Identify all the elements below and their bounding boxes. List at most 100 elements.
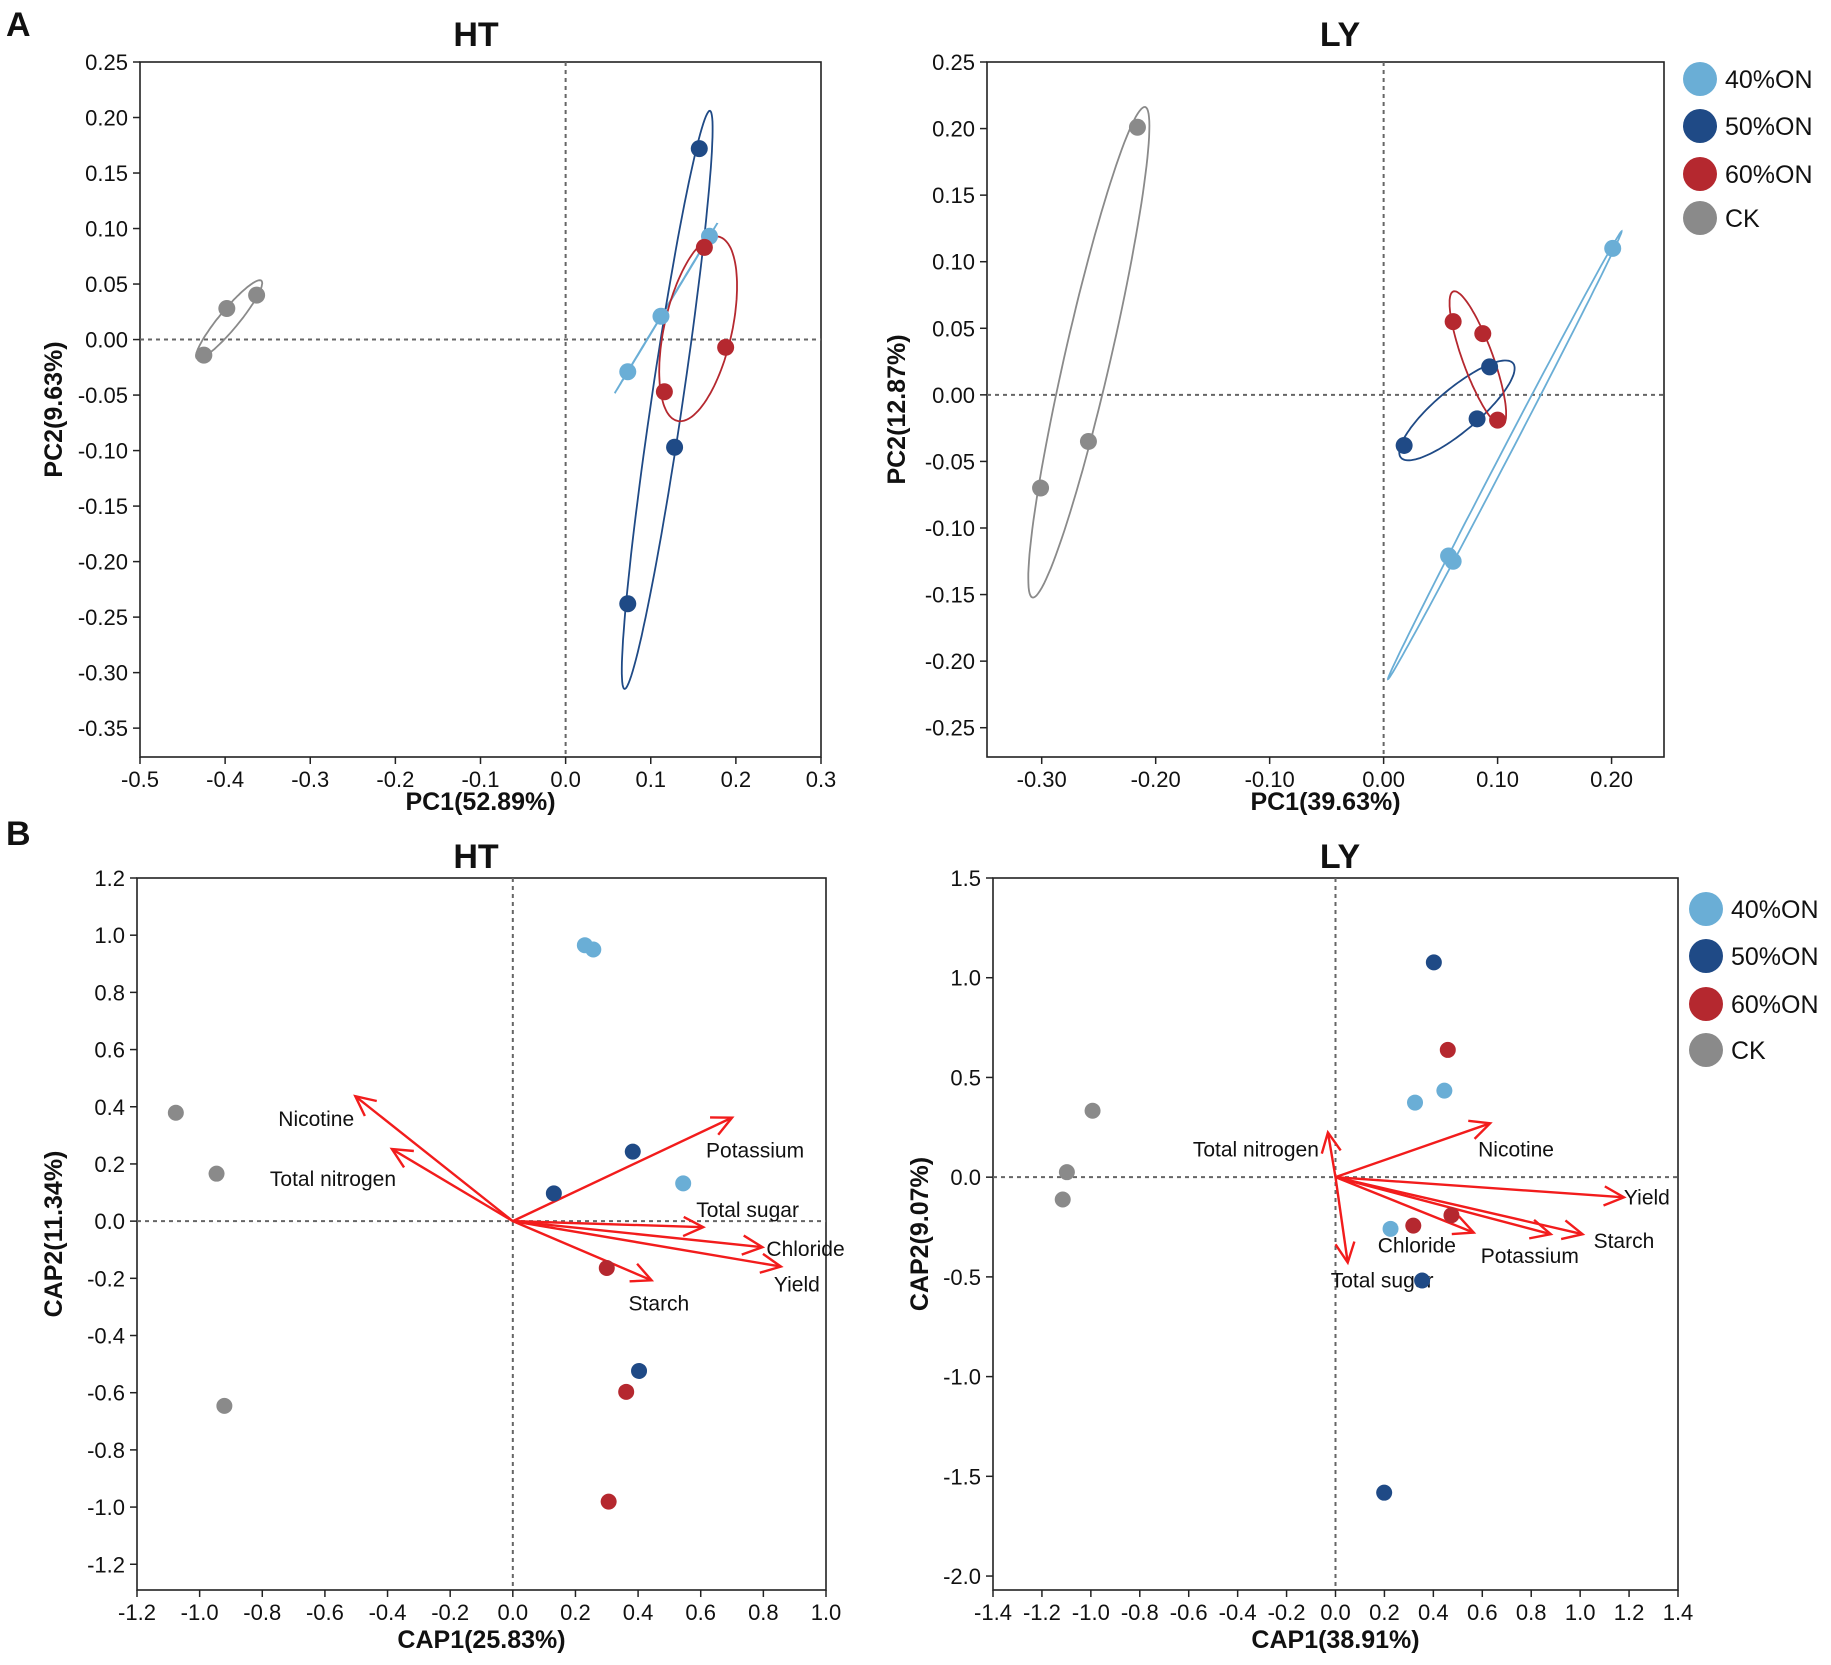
y-tick-label: 1.0	[950, 966, 981, 991]
legend-marker	[1683, 109, 1717, 143]
y-tick-label: -0.35	[78, 716, 128, 741]
x-tick-label: 0.20	[1590, 767, 1633, 792]
y-tick-label: 0.05	[85, 272, 128, 297]
data-point-60on	[717, 338, 735, 356]
x-tick-label: -0.3	[291, 767, 329, 792]
data-point-50on	[1425, 954, 1442, 971]
data-point-ck	[1058, 1164, 1075, 1181]
panel-letter-b: B	[6, 815, 31, 853]
vector-label: Total sugar	[1331, 1270, 1434, 1293]
y-tick-label: -1.2	[87, 1552, 125, 1577]
arrowhead	[682, 1215, 706, 1238]
y-tick-label: 0.15	[932, 183, 975, 208]
y-tick-label: -0.4	[87, 1324, 125, 1349]
data-point-ck	[167, 1104, 184, 1121]
arrowhead	[741, 1234, 766, 1256]
vector-label: Potassium	[706, 1140, 804, 1163]
chart-title: LY	[1320, 16, 1361, 54]
y-tick-label: -0.5	[943, 1265, 981, 1290]
plot-frame	[136, 877, 827, 1591]
data-point-60on	[1443, 1207, 1460, 1224]
x-tick-label: 0.10	[1476, 767, 1519, 792]
loading-arrow	[512, 1220, 653, 1282]
arrowhead	[710, 1116, 735, 1136]
y-tick-label: 0.20	[85, 106, 128, 131]
data-point-40on	[652, 307, 670, 325]
y-axis-label: PC2(12.87%)	[883, 334, 911, 484]
legend-label: 60%ON	[1731, 991, 1819, 1019]
y-tick-label: -1.0	[943, 1365, 981, 1390]
y-tick-label: -1.5	[943, 1464, 981, 1489]
data-point-60on	[1405, 1217, 1422, 1234]
data-point-50on	[1468, 410, 1486, 428]
legend-marker	[1689, 939, 1723, 973]
data-point-40on	[1382, 1220, 1399, 1237]
chart-panel-a-ly: LY -0.30 -0.20 -0.10 0.00 0.10 0.20 0.25 0.20 0.1…	[883, 16, 1813, 816]
data-point-50on	[1414, 1272, 1431, 1289]
data-point-ck	[1032, 479, 1050, 497]
data-point-ck	[248, 286, 266, 304]
chart-title: HT	[453, 16, 499, 54]
data-point-ck	[1079, 432, 1097, 450]
y-tick-label: -0.6	[87, 1381, 125, 1406]
plot-frame	[986, 61, 1665, 758]
y-tick-label: -0.10	[925, 516, 975, 541]
vector-label: Chloride	[1378, 1235, 1456, 1258]
x-tick-label: -0.1	[462, 767, 500, 792]
y-tick-label: 0.00	[85, 328, 128, 353]
legend-label: 40%ON	[1725, 66, 1813, 94]
x-tick-label: 0.3	[806, 767, 837, 792]
confidence-ellipse-40on	[613, 222, 719, 394]
y-tick-label: 0.0	[950, 1165, 981, 1190]
y-tick-label: 0.05	[932, 316, 975, 341]
x-tick-label: -0.20	[1131, 767, 1181, 792]
y-tick-label: -0.2	[87, 1266, 125, 1291]
data-point-60on	[600, 1493, 617, 1510]
legend-label: 50%ON	[1731, 943, 1819, 971]
data-point-60on	[1474, 325, 1492, 343]
data-point-50on	[619, 595, 637, 613]
vector-label: Chloride	[766, 1238, 844, 1261]
y-tick-label: 0.4	[94, 1095, 125, 1120]
legend-marker	[1683, 157, 1717, 191]
y-tick-label: 1.2	[94, 866, 125, 891]
y-tick-label: 1.0	[94, 923, 125, 948]
loading-arrow	[512, 1219, 704, 1229]
x-tick-label: -0.8	[1121, 1600, 1159, 1625]
x-tick-label: -0.2	[431, 1600, 469, 1625]
legend-label: 50%ON	[1725, 113, 1813, 141]
y-tick-label: -0.05	[78, 383, 128, 408]
y-tick-label: -0.15	[78, 494, 128, 519]
x-tick-label: 0.2	[721, 767, 752, 792]
x-tick-label: -0.6	[1170, 1600, 1208, 1625]
data-point-50on	[1481, 358, 1499, 376]
vector-label: Starch	[629, 1292, 690, 1315]
vector-label: Yield	[1624, 1186, 1670, 1209]
legend-marker	[1689, 987, 1723, 1021]
arrowhead	[353, 1094, 378, 1117]
legend-label: 60%ON	[1725, 161, 1813, 189]
confidence-ellipse-40on	[1387, 229, 1623, 681]
x-tick-label: -0.4	[1219, 1600, 1257, 1625]
loading-arrow	[1335, 1175, 1625, 1199]
x-tick-label: 1.0	[811, 1600, 842, 1625]
data-point-ck	[1054, 1191, 1071, 1208]
arrowhead	[1603, 1185, 1627, 1207]
y-tick-label: 0.10	[932, 250, 975, 275]
x-tick-label: 0.8	[748, 1600, 779, 1625]
x-tick-label: 1.0	[1565, 1600, 1596, 1625]
arrowhead	[759, 1252, 784, 1274]
y-tick-label: -0.20	[78, 550, 128, 575]
x-axis-label: CAP1(25.83%)	[397, 1626, 565, 1654]
loading-arrow	[1334, 1176, 1349, 1263]
arrowhead	[1451, 1215, 1477, 1236]
y-tick-label: -0.25	[78, 605, 128, 630]
data-point-60on	[1444, 313, 1462, 331]
y-tick-label: -0.15	[925, 583, 975, 608]
loading-arrow	[391, 1148, 514, 1223]
y-tick-label: -0.05	[925, 449, 975, 474]
x-tick-label: 1.2	[1614, 1600, 1645, 1625]
data-point-50on	[1376, 1484, 1393, 1501]
confidence-ellipse-50on	[1398, 359, 1516, 462]
x-tick-label: -1.0	[181, 1600, 219, 1625]
